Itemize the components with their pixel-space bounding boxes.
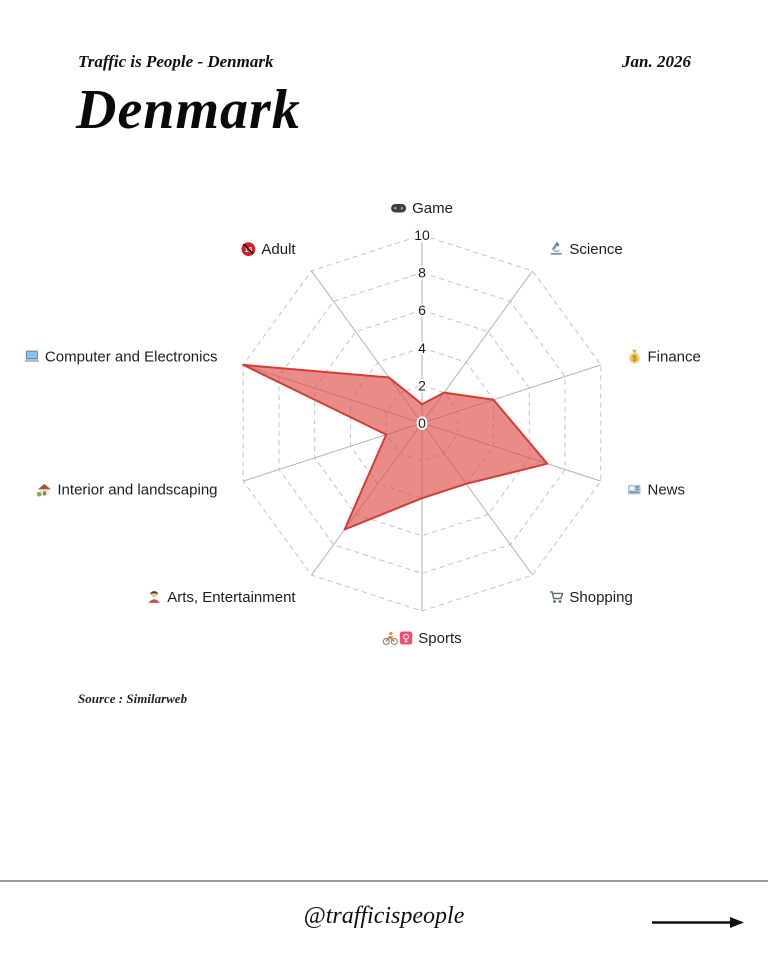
header-date: Jan. 2026 xyxy=(622,52,691,71)
money-bag-icon: $ xyxy=(629,349,640,364)
radar-chart: 0 2 4 6 8 10 Game Science $ Finance News Shopping ♀ S… xyxy=(24,200,701,647)
tick-label: 0 xyxy=(418,415,426,431)
svg-text:$: $ xyxy=(632,354,637,363)
category-label-science: Science xyxy=(550,241,623,258)
laptop-icon xyxy=(24,350,40,362)
no-under-18-icon: 18 xyxy=(241,242,256,256)
category-label-news: News xyxy=(628,481,685,498)
svg-text:♀: ♀ xyxy=(402,633,410,645)
header-brand: Traffic is People - Denmark xyxy=(78,52,274,71)
house-with-garden-icon xyxy=(36,483,51,497)
category-label-text: Science xyxy=(569,241,622,258)
category-label-arts-entertainment: Arts, Entertainment xyxy=(148,589,296,606)
shopping-cart-icon xyxy=(549,591,564,603)
category-label-text: Shopping xyxy=(569,589,632,606)
game-controller-icon xyxy=(391,204,407,213)
tick-label: 4 xyxy=(418,340,426,356)
category-label-computer-and-electronics: Computer and Electronics xyxy=(24,349,218,366)
category-label-game: Game xyxy=(391,200,453,217)
category-label-finance: $ Finance xyxy=(629,349,701,366)
microscope-icon xyxy=(550,241,562,255)
tick-label: 2 xyxy=(418,377,426,393)
footer-handle: @trafficispeople xyxy=(303,903,465,929)
category-label-interior-and-landscaping: Interior and landscaping xyxy=(36,481,218,498)
category-label-adult: 18 Adult xyxy=(241,241,296,258)
grid-ring xyxy=(278,272,566,574)
category-label-text: Computer and Electronics xyxy=(45,349,218,366)
tick-label: 8 xyxy=(418,265,426,281)
category-label-shopping: Shopping xyxy=(549,589,633,606)
page-title: Denmark xyxy=(76,79,301,141)
tick-label: 10 xyxy=(414,227,430,243)
category-label-text: Game xyxy=(412,200,453,217)
category-label-text: Sports xyxy=(418,630,461,647)
tick-label: 6 xyxy=(418,302,426,318)
category-label-text: News xyxy=(648,481,686,498)
arrow-right-icon xyxy=(652,917,744,928)
woman-biking-icon: ♀ xyxy=(382,631,413,646)
category-label-text: Arts, Entertainment xyxy=(167,589,296,606)
newspaper-icon xyxy=(628,484,641,495)
source-note: Source : Similarweb xyxy=(78,691,188,706)
artist-icon xyxy=(148,590,160,603)
category-label-sports: ♀ Sports xyxy=(382,630,462,647)
category-label-text: Adult xyxy=(261,241,296,258)
category-label-text: Interior and landscaping xyxy=(57,481,217,498)
category-label-text: Finance xyxy=(648,349,701,366)
footer-divider xyxy=(0,880,768,882)
data-polygon-denmark xyxy=(242,363,549,531)
